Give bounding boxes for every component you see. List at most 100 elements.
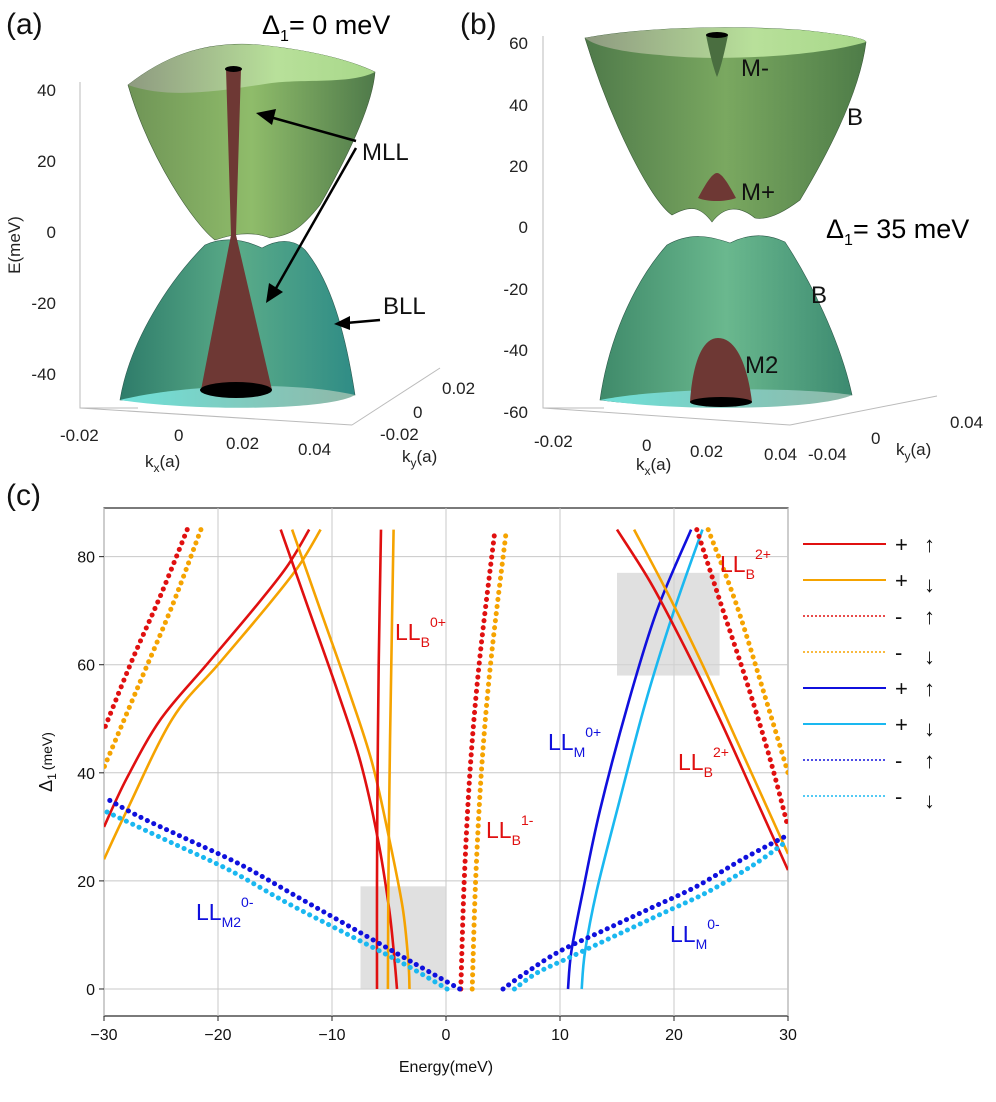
y-tick-label-2: 40 xyxy=(77,766,95,783)
panel-a-arrow-mll-2 xyxy=(273,147,358,291)
panel-b-ky-label: ky(a) xyxy=(896,440,931,463)
panel-b-b-upper-label: B xyxy=(847,104,863,131)
legend-sign-7: - xyxy=(895,784,902,809)
panel-a-arrow-mll-1 xyxy=(269,115,357,143)
legend-sign-0: + xyxy=(895,532,908,557)
curve-label-llm-0plus: LLM0+ xyxy=(548,724,601,760)
panel-b-b-lower-label: B xyxy=(811,282,827,309)
panel-b-kxtick-2: 0 xyxy=(642,436,651,455)
x-tick-label-0: −30 xyxy=(90,1027,117,1044)
curve-label-llb-2plus-mid: LLB2+ xyxy=(678,744,729,780)
panel-b-kytick-1: -0.04 xyxy=(808,445,847,464)
legend-sign-6: - xyxy=(895,748,902,773)
panel-a-axis-box xyxy=(79,82,138,409)
panel-b-ztick-m60: -60 xyxy=(503,403,528,422)
panel-a-arrowhead-mll-2 xyxy=(266,283,283,303)
series-line-17 xyxy=(104,808,450,992)
panel-a-cone-top xyxy=(225,66,242,72)
panel-b-kxtick-1: -0.02 xyxy=(534,432,573,451)
panel-a-kxtick-2: 0 xyxy=(174,426,183,445)
legend-spin-3: ↓ xyxy=(924,644,935,669)
panel-a-bll-label: BLL xyxy=(383,293,426,320)
panel-a-kxtick-1: -0.02 xyxy=(60,426,99,445)
y-tick-label-4: 80 xyxy=(77,550,95,567)
panel-b-m-minus-top xyxy=(706,32,728,38)
panel-a-kx-axis xyxy=(79,407,353,426)
panel-a-ztick-0: 0 xyxy=(47,223,56,242)
series-line-6 xyxy=(458,527,498,992)
y-tick-label-3: 60 xyxy=(77,658,95,675)
panel-b-kx-axis xyxy=(542,407,791,426)
series-line-8 xyxy=(104,527,190,733)
curve-label-llb-1minus: LLB1- xyxy=(486,812,534,848)
legend-sign-3: - xyxy=(895,640,902,665)
panel-b-kytick-2: 0 xyxy=(871,429,880,448)
series-group xyxy=(104,527,788,992)
panel-b-ztick-m20: -20 xyxy=(503,280,528,299)
panel-a-arrowhead-mll-1 xyxy=(256,109,276,125)
x-tick-label-1: −20 xyxy=(204,1027,231,1044)
panel-a-ztick-40: 40 xyxy=(37,81,56,100)
legend-spin-4: ↑ xyxy=(924,676,935,701)
legend: + ↑+ ↓- ↑- ↓+ ↑+ ↓- ↑- ↓ xyxy=(803,532,935,813)
panel-b-ztick-40: 40 xyxy=(509,96,528,115)
panel-b-label: (b) xyxy=(460,8,497,41)
series-line-4 xyxy=(375,529,383,990)
panel-a-ztick-m20: -20 xyxy=(31,294,56,313)
series-line-0 xyxy=(104,528,311,828)
panel-c-label: (c) xyxy=(6,479,41,512)
legend-spin-7: ↓ xyxy=(924,788,935,813)
panel-a-ztick-20: 20 xyxy=(37,152,56,171)
y-axis-label: Δ1(meV) xyxy=(36,732,59,792)
x-axis-label: Energy(meV) xyxy=(399,1059,493,1076)
panel-a-delta: Δ1= 0 meV xyxy=(262,10,390,45)
series-line-9 xyxy=(104,527,204,770)
panel-b-ky-axis xyxy=(789,395,938,426)
panel-b-kx-label: kx(a) xyxy=(636,455,671,478)
series-line-19 xyxy=(511,837,788,992)
panel-b-kytick-3: 0.04 xyxy=(950,413,983,432)
x-tick-label-3: 0 xyxy=(442,1027,451,1044)
panel-a-arrowhead-bll xyxy=(334,316,350,330)
panel-b-delta: Δ1= 35 meV xyxy=(826,214,969,249)
panel-a-kx-label: kx(a) xyxy=(145,452,180,475)
curve-label-llm-0minus: LLM0- xyxy=(670,916,720,952)
x-tick-label-4: 10 xyxy=(551,1027,569,1044)
panel-b-ztick-m40: -40 xyxy=(503,341,528,360)
panel-b-m-plus-label: M+ xyxy=(741,179,775,206)
panel-b-ztick-20: 20 xyxy=(509,157,528,176)
panel-b-m-plus-cone xyxy=(698,173,736,201)
curve-label-llb-0plus: LLB0+ xyxy=(395,614,446,650)
series-line-16 xyxy=(104,794,463,992)
legend-sign-4: + xyxy=(895,676,908,701)
legend-sign-5: + xyxy=(895,712,908,737)
panel-b-kxtick-3: 0.02 xyxy=(690,442,723,461)
series-line-7 xyxy=(469,527,509,992)
panel-b: (b) 60 40 20 0 -20 -40 -60 -0.02 0 0.02 … xyxy=(460,8,983,478)
panel-a-arrow-bll xyxy=(345,318,381,325)
panel-b-m-minus-label: M- xyxy=(741,55,769,82)
panel-b-m-minus-cone xyxy=(706,35,728,77)
series-line-18 xyxy=(500,832,788,992)
panel-a-z-label: E(meV) xyxy=(5,216,24,274)
panel-c: (c) −30 −20 −10 0 10 20 30 0 20 40 60 80 Energy(me… xyxy=(6,479,935,1076)
panel-b-m2-label: M2 xyxy=(745,352,778,379)
series-line-12 xyxy=(615,528,788,871)
series-line-13 xyxy=(632,528,788,855)
legend-spin-6: ↑ xyxy=(924,748,935,773)
x-ticks: −30 −20 −10 0 10 20 30 xyxy=(90,1016,797,1044)
panel-a-label: (a) xyxy=(6,8,43,41)
legend-spin-1: ↓ xyxy=(924,572,935,597)
panel-a-kytick-1: 0.02 xyxy=(442,379,475,398)
curve-label-llm2-0minus: LLM20- xyxy=(196,894,254,930)
panel-a-kytick-2: 0 xyxy=(413,403,422,422)
panel-a-upper-top xyxy=(128,44,375,93)
panel-a-ztick-m40: -40 xyxy=(31,365,56,384)
panel-a-kxtick-3: 0.02 xyxy=(226,434,259,453)
x-tick-label-6: 30 xyxy=(779,1027,797,1044)
panel-a-ky-axis xyxy=(351,367,441,426)
x-tick-label-2: −10 xyxy=(318,1027,345,1044)
series-line-14 xyxy=(694,527,788,830)
series-line-10 xyxy=(566,529,693,990)
